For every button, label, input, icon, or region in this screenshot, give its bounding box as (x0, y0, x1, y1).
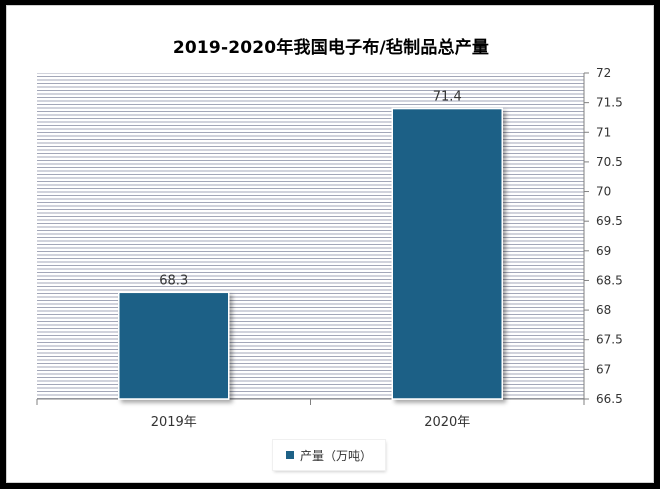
y-tick-label: 67.5 (596, 333, 623, 347)
y-tick-label: 69.5 (596, 214, 623, 228)
chart-title: 2019-2020年我国电子布/毡制品总产量 (172, 38, 490, 58)
y-tick-label: 70.5 (596, 155, 623, 169)
bar-chart: 66.5 67 67.5 68 68.5 69 69.5 70 70.5 71 71.5 72 68.3… (36, 66, 623, 430)
legend-label: 产量（万吨） (299, 448, 372, 463)
legend: 产量（万吨） (273, 440, 385, 470)
bar-2020年 (391, 107, 503, 400)
x-tick-label: 2019年 (151, 415, 197, 430)
y-tick-label: 69 (596, 244, 611, 258)
data-label: 68.3 (159, 273, 188, 288)
bar-2019年 (118, 291, 230, 400)
chart-card: 2019-2020年我国电子布/毡制品总产量 66.5 67 67.5 68 68.5 6… (6, 5, 654, 483)
y-tick-label: 70 (596, 185, 611, 199)
y-tick-label: 68.5 (596, 273, 623, 287)
x-tick-label: 2020年 (424, 415, 470, 430)
y-tick-label: 67 (596, 362, 611, 376)
data-label: 71.4 (433, 90, 462, 105)
y-tick-label: 72 (596, 66, 611, 80)
y-tick-label: 71.5 (596, 96, 623, 110)
y-tick-label: 71 (596, 125, 611, 139)
y-tick-label: 66.5 (596, 392, 623, 406)
y-tick-label: 68 (596, 303, 611, 317)
legend-swatch (285, 451, 294, 459)
